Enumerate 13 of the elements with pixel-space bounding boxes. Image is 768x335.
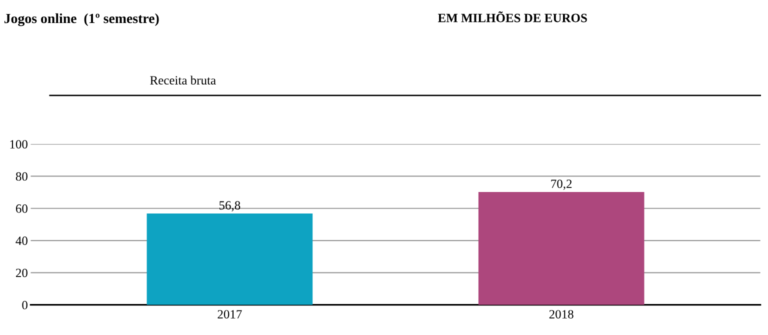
data-label: 70,2 [551,180,572,190]
text: EM MILHÕES DE EUROS [438,11,587,22]
y-tick-label: 60 [16,204,28,213]
y-tick-label: 0 [22,300,28,310]
chart-subtitle: Receita bruta [150,76,216,85]
x-tick-label: 2018 [549,310,574,319]
y-tick-label: 80 [16,172,28,181]
y-tick-label: 40 [16,236,28,245]
data-label: 56,8 [219,201,240,212]
chart-title: Jogos online (1º semestre) [4,13,159,26]
y-tick-label: 20 [16,268,28,278]
x-tick-label: 2017 [218,310,242,319]
y-tick-label: 100 [10,140,28,149]
